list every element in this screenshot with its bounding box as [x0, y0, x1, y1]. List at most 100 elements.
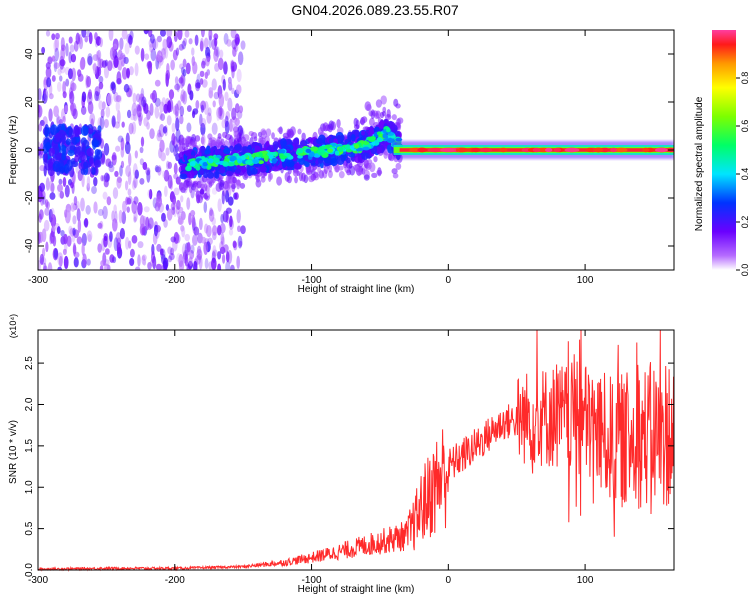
noise-cell	[182, 249, 189, 261]
noise-cell	[93, 201, 98, 214]
noise-cell	[68, 225, 73, 235]
band-ridge-cell	[251, 158, 260, 164]
noise-cell	[146, 121, 150, 130]
noise-cell	[126, 109, 132, 119]
band-halo-cell	[338, 165, 344, 171]
snr-ylabel: SNR (10 * v/v)	[8, 420, 19, 484]
noise-cell	[170, 59, 175, 71]
noise-cell	[103, 259, 110, 267]
noise-cell	[76, 208, 81, 222]
noise-cell	[179, 105, 185, 117]
noise-cell	[159, 139, 165, 153]
noise-cell	[94, 90, 99, 102]
noise-cell	[211, 38, 217, 51]
noise-cell	[217, 198, 222, 212]
noise-cell	[57, 252, 64, 267]
noise-cell	[97, 208, 104, 216]
noise-cell	[73, 195, 78, 206]
noise-cell	[81, 232, 87, 247]
noise-cell	[199, 188, 205, 195]
noise-cell	[218, 106, 223, 117]
colorbar-tick-label: 0.4	[740, 168, 750, 181]
noise-cell	[146, 169, 151, 183]
noise-cell	[230, 30, 237, 39]
noise-cell	[184, 30, 190, 38]
band-ridge-cell	[349, 145, 355, 150]
noise-cell	[182, 69, 187, 77]
noise-cell	[95, 50, 100, 63]
x-tick-label: -100	[302, 275, 322, 286]
noise-cell	[175, 128, 181, 143]
noise-cell	[170, 202, 176, 211]
band-halo-cell	[294, 176, 298, 184]
noise-core-cell	[72, 125, 81, 138]
noise-cell	[198, 217, 203, 231]
noise-cell	[116, 71, 122, 85]
noise-cell	[236, 68, 242, 83]
noise-cell	[199, 37, 205, 52]
noise-cell	[105, 106, 111, 118]
noise-cell	[160, 152, 166, 162]
noise-cell	[59, 75, 63, 82]
noise-cell	[114, 121, 121, 129]
noise-cell	[116, 177, 123, 184]
band-ridge-cell	[240, 155, 246, 161]
noise-cell	[62, 91, 67, 99]
noise-cell	[203, 241, 208, 256]
noise-cell	[115, 145, 121, 152]
noise-cell	[116, 109, 121, 124]
noise-cell	[238, 240, 243, 247]
noise-cell	[161, 48, 166, 60]
band-ridge-cell	[327, 148, 334, 153]
x-tick-label: -200	[165, 275, 185, 286]
band-halo-cell	[375, 99, 382, 108]
band-halo-cell	[376, 169, 383, 176]
noise-cell	[180, 94, 184, 102]
colorbar-tick-label: 0.6	[740, 120, 750, 133]
noise-cell	[188, 256, 193, 267]
band-cell	[225, 170, 234, 177]
band-cell	[254, 145, 261, 153]
noise-cell	[115, 95, 122, 103]
noise-cell	[155, 54, 162, 62]
noise-cell	[174, 76, 179, 85]
noise-core-cell	[86, 147, 94, 157]
noise-cell	[182, 90, 188, 105]
tone-segment	[586, 147, 594, 153]
noise-cell	[233, 118, 237, 133]
noise-cell	[161, 170, 166, 178]
noise-cell	[82, 253, 87, 267]
band-ridge-cell	[222, 161, 229, 167]
band-ridge-cell	[344, 144, 352, 150]
tone-segment	[610, 147, 617, 153]
band-ridge-cell	[297, 154, 303, 159]
noise-cell	[192, 234, 198, 246]
noise-cell	[39, 182, 46, 192]
noise-cell	[64, 105, 69, 114]
band-cell	[345, 157, 351, 164]
noise-cell	[130, 113, 136, 121]
noise-cell	[104, 248, 110, 255]
noise-cell	[192, 61, 198, 75]
band-ridge-cell	[353, 143, 360, 149]
noise-cell	[199, 40, 204, 52]
noise-cell	[213, 91, 220, 100]
noise-cell	[134, 150, 138, 159]
noise-cell	[213, 48, 219, 62]
noise-cell	[224, 115, 229, 128]
band-halo-cell	[370, 109, 376, 120]
noise-cell	[131, 234, 138, 244]
band-ridge-cell	[367, 136, 376, 143]
band-cell	[368, 126, 375, 135]
band-ridge-cell	[207, 158, 214, 164]
x-tick-label: -300	[28, 575, 48, 586]
tone-segment	[417, 147, 428, 153]
colorbar: 0.0 0.2 0.4 0.6 0.8 Normalized spectral ampl…	[694, 30, 750, 276]
noise-cell	[113, 43, 118, 50]
noise-cell	[177, 211, 181, 219]
noise-cell	[217, 57, 224, 71]
noise-cell	[119, 165, 123, 177]
noise-cell	[117, 49, 123, 61]
noise-core-cell	[74, 154, 80, 163]
noise-cell	[208, 209, 215, 222]
